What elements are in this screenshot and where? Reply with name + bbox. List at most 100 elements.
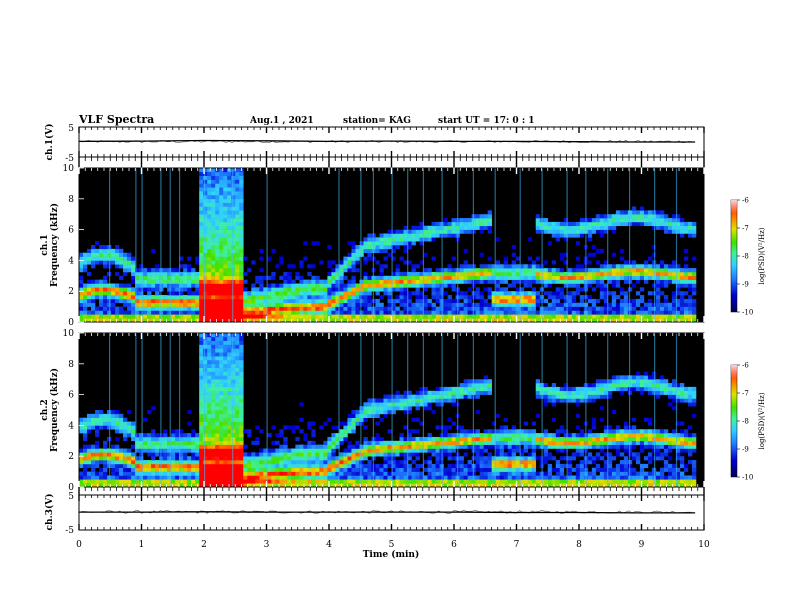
ch1-spec-cell <box>323 314 328 319</box>
ch2-spec-cell <box>559 386 565 392</box>
ch1-spec-cell <box>235 187 240 192</box>
ch2-spec-cell <box>327 471 332 476</box>
ch2-spec-cell <box>551 398 557 403</box>
ch2-spec-cell <box>343 436 348 442</box>
figure-title: VLF Spectra <box>78 113 154 126</box>
ch2-spec-cell <box>315 475 320 480</box>
ch1-spec-cell <box>79 314 84 319</box>
ch1-spec-cell <box>171 275 176 280</box>
ch1-spec-cell <box>323 306 328 311</box>
ch2-spec-cell <box>227 467 232 472</box>
ch1-spec-cell <box>271 287 276 292</box>
ch1-spec-cell <box>279 306 284 311</box>
ch1-spec-cell <box>635 310 641 315</box>
ch1-wave-noise <box>78 140 692 144</box>
ch1-spec-cell <box>607 268 613 273</box>
ch1-spec-cell <box>83 268 88 273</box>
ch1-spec-cell <box>347 298 352 304</box>
ch1-spec-cell <box>375 260 380 265</box>
ch1-spec-cell <box>235 248 240 253</box>
ch1-spec-cell <box>119 310 124 315</box>
ch1-spec-cell <box>671 306 677 311</box>
ch1-spec-cell <box>231 291 236 296</box>
ch2-spec-cell <box>183 467 188 472</box>
ch1-spec-cell <box>495 291 500 296</box>
ch1-spec-cell <box>599 295 605 300</box>
ch1-spec-cell <box>639 310 645 315</box>
ch2-spec-cell <box>267 460 272 465</box>
ch1-spec-cell <box>567 283 573 288</box>
ch2-spec-cell <box>407 483 412 488</box>
station-label: station= KAG <box>343 116 411 126</box>
ch1-spec-cell <box>543 260 549 265</box>
ch1-spec-cell <box>579 271 585 277</box>
ch2-spec-cell <box>111 421 116 426</box>
ch1-spec-cell <box>299 310 304 315</box>
ch2-spec-cell <box>235 375 240 380</box>
ch2-spec-cell <box>255 440 260 445</box>
ch1-spec-cell <box>683 298 689 304</box>
ch2-spec-cell <box>403 448 408 453</box>
ch2-spec-cell <box>411 452 416 457</box>
ch1-spec-cell <box>215 171 220 176</box>
ch2-spec-cell <box>207 398 212 403</box>
ch1-spec-cell <box>547 306 553 311</box>
ch1-spec-cell <box>211 229 216 234</box>
ch1-spec-cell <box>475 302 480 307</box>
ch1-spec-cell <box>223 237 228 242</box>
ch2-spec-cell <box>303 436 308 442</box>
ch1-spec-cell <box>215 260 220 265</box>
ch2-spec-cell <box>511 463 516 469</box>
ch2-spec-cell <box>403 463 408 469</box>
ch1-spec-cell <box>247 268 252 273</box>
ch1-spec-cell <box>279 260 284 265</box>
ch2-spec-cell <box>259 460 264 465</box>
ch1-spec-cell <box>403 275 408 280</box>
ch1-spec-cell <box>143 306 148 311</box>
ch2-spec-cell <box>459 390 464 395</box>
ch2-spec-cell <box>315 463 320 469</box>
ch1-spec-cell <box>91 252 96 257</box>
ch2-spec-cell <box>179 440 184 445</box>
ch1-spec-cell <box>687 229 693 234</box>
ch1-spec-sferic <box>457 168 459 322</box>
ch2-spec-cell <box>147 460 152 465</box>
ch1-spec-cell <box>267 256 272 261</box>
ch2-spec-cell <box>207 413 212 418</box>
ch1-spec-cell <box>151 279 156 284</box>
ch2-spec-cell <box>355 417 360 422</box>
ch2-spec-cell <box>435 398 440 403</box>
ch1-spec-cell <box>495 302 500 307</box>
ch2-spec-cell <box>155 436 160 442</box>
ch1-spec-cell <box>259 295 264 300</box>
ch1-spec-cell <box>387 298 392 304</box>
ch1-spec-cell <box>275 306 280 311</box>
ch2-spec-cell <box>147 463 152 469</box>
ch1-spec-cell <box>555 279 561 284</box>
ch1-spec-cell <box>491 306 496 311</box>
ch1-spec-cell <box>131 260 136 265</box>
ch2-spec-cell <box>323 479 328 484</box>
ch1-spec-cell <box>91 279 96 284</box>
ch1-spec-cell <box>527 264 533 269</box>
ch2-spec-cell <box>307 444 312 449</box>
ch1-spec-cell <box>547 310 553 315</box>
ch1-spec-cell <box>215 248 220 253</box>
ch1-spec-cell <box>191 283 196 288</box>
ch1-spec-cell <box>551 271 557 277</box>
ch1-spec-cell <box>619 318 625 323</box>
ch1-spec-cell <box>171 298 176 304</box>
ch1-spec-cell <box>239 225 244 230</box>
ch1-spec-cell <box>219 175 224 180</box>
ch2-spec-cell <box>499 483 504 488</box>
ch1-spec-cell <box>127 291 132 296</box>
ch1-spec-cell <box>359 314 364 319</box>
ch1-spec-cell <box>547 225 553 230</box>
ch1-spec-cell <box>199 287 204 292</box>
ch2-spec-cell <box>155 463 160 469</box>
ch1-spec-cell <box>303 314 308 319</box>
ch2-spec-cell <box>215 375 220 380</box>
ch2-spec-cell <box>343 467 348 472</box>
ch1-spec-sferic <box>407 168 409 322</box>
